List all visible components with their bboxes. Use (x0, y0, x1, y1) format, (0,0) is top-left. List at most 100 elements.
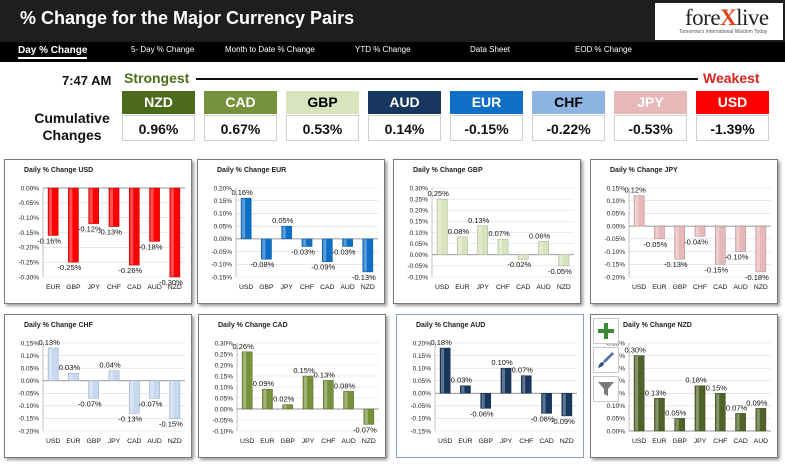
data-label: -0.05% (644, 240, 668, 249)
cumulative-value-aud: 0.14% (368, 115, 441, 141)
nav-ytd-change[interactable]: YTD % Change (355, 45, 411, 54)
panel-chf[interactable]: Daily % Change CHF 0.15% 0.10% 0.05% 0.00% -… (4, 314, 192, 458)
data-label: -0.10% (725, 253, 749, 262)
x-tick-label: CHF (496, 284, 510, 291)
panel-eur[interactable]: Daily % Change EUR 0.20% 0.15% 0.10% 0.05% 0… (197, 159, 385, 304)
panel-usd[interactable]: Daily % Change USD 0.00% -0.05% -0.10% -0.1… (4, 159, 192, 304)
forexlive-logo[interactable]: foreXlive Tomorrow's International Wisdo… (655, 3, 783, 40)
data-label: 0.08% (334, 381, 356, 390)
logo-text: foreXlive (685, 5, 769, 30)
y-tick-label: 0.05% (410, 241, 429, 248)
bar-group (68, 372, 79, 381)
panel-jpy[interactable]: Daily % Change JPY 0.15% 0.10% 0.05% 0.00% -… (590, 159, 778, 304)
y-tick-label: 0.10% (410, 230, 429, 237)
bar-group (169, 380, 181, 419)
nav-day-change[interactable]: Day % Change (18, 45, 88, 59)
data-label: -0.07% (139, 399, 163, 408)
bar-group (47, 347, 59, 381)
bar-highlight (282, 226, 286, 239)
bar-highlight (458, 237, 462, 255)
x-tick-label: CHF (321, 438, 335, 445)
nav-5day-change[interactable]: 5- Day % Change (131, 45, 195, 54)
y-tick-label: -0.10% (604, 249, 625, 256)
chart-filters-button[interactable] (593, 376, 619, 402)
bar (149, 187, 160, 242)
x-tick-label: GBP (479, 438, 494, 445)
x-tick-label: CAD (713, 284, 727, 291)
bar-group (460, 385, 471, 394)
data-label: -0.05% (548, 267, 572, 276)
chart-styles-button[interactable] (593, 347, 619, 373)
bar-highlight (344, 391, 348, 409)
bar-highlight (302, 239, 306, 246)
bar-group (654, 398, 665, 432)
brush-icon (598, 352, 614, 368)
y-tick-label: -0.25% (18, 259, 39, 266)
nav-eod-change[interactable]: EOD % Change (575, 45, 632, 54)
data-label: -0.18% (139, 242, 163, 251)
x-tick-label: JPY (108, 438, 121, 445)
bar-highlight (478, 226, 482, 255)
bar (262, 388, 273, 410)
nav-bar: Day % Change 5- Day % Change Month to Da… (0, 42, 785, 62)
bar-group (674, 225, 686, 260)
y-tick-label: -0.05% (604, 236, 625, 243)
y-tick-label: -0.10% (212, 428, 233, 435)
bar (241, 351, 253, 410)
y-tick-label: 0.15% (413, 353, 432, 360)
panel-aud[interactable]: Daily % Change AUD 0.20% 0.15% 0.10% 0.05% 0… (396, 314, 584, 458)
x-tick-label: NZD (754, 284, 768, 291)
x-tick-label: CHF (713, 438, 727, 445)
y-tick-label: -0.05% (212, 417, 233, 424)
currency-tile-eur: EUR (450, 91, 523, 114)
chart-elements-button[interactable] (593, 318, 619, 344)
filter-icon (598, 382, 614, 396)
bar (281, 225, 293, 240)
bar-group (480, 393, 492, 409)
y-tick-label: 0.20% (410, 208, 429, 215)
bar (755, 225, 767, 273)
y-tick-label: 0.00% (607, 223, 626, 230)
bar (517, 254, 529, 260)
bar (169, 380, 181, 419)
bar-group (558, 254, 570, 267)
x-tick-label: CAD (127, 438, 141, 445)
chart-cad: 0.30% 0.25% 0.20% 0.15% 0.10% 0.05% 0.00% -0.05… (212, 340, 379, 445)
x-tick-label: JPY (694, 438, 707, 445)
bar (460, 385, 471, 394)
panel-cad[interactable]: Daily % Change CAD 0.30% 0.25% 0.20% 0.15% 0… (198, 314, 386, 458)
nav-month-change[interactable]: Month to Date % Change (225, 45, 315, 54)
bar (457, 236, 468, 255)
y-tick-label: 0.00% (214, 236, 233, 243)
bar-group (108, 370, 120, 381)
bar (480, 393, 492, 409)
currency-tile-cad: CAD (204, 91, 277, 114)
y-tick-label: -0.15% (18, 416, 39, 423)
bar (128, 187, 140, 266)
x-tick-label: USD (632, 438, 646, 445)
bar-highlight (655, 398, 659, 431)
panel-gbp[interactable]: Daily % Change GBP 0.30% 0.25% 0.20% 0.15% 0… (393, 159, 581, 304)
y-tick-label: -0.10% (211, 262, 232, 269)
bar-highlight (675, 418, 679, 431)
y-tick-label: 0.15% (214, 198, 233, 205)
x-tick-label: CAD (320, 284, 334, 291)
currency-tile-nzd: NZD (122, 91, 195, 114)
nav-data-sheet[interactable]: Data Sheet (470, 45, 511, 54)
data-label: 0.06% (529, 231, 551, 240)
bar-highlight (498, 239, 502, 255)
bar-highlight (262, 239, 266, 259)
chart-title: Daily % Change CHF (24, 322, 93, 329)
bar (735, 225, 746, 252)
x-tick-label: GBP (259, 284, 274, 291)
bar-highlight (461, 386, 465, 393)
x-tick-label: GBP (281, 438, 296, 445)
data-label: -0.07% (78, 399, 102, 408)
bar (343, 391, 354, 410)
y-tick-label: -0.20% (604, 274, 625, 281)
bar-group (439, 347, 451, 394)
bar-group (68, 187, 79, 263)
bar-highlight (695, 226, 699, 236)
data-label: -0.15% (704, 265, 728, 274)
bar-highlight (109, 188, 113, 227)
